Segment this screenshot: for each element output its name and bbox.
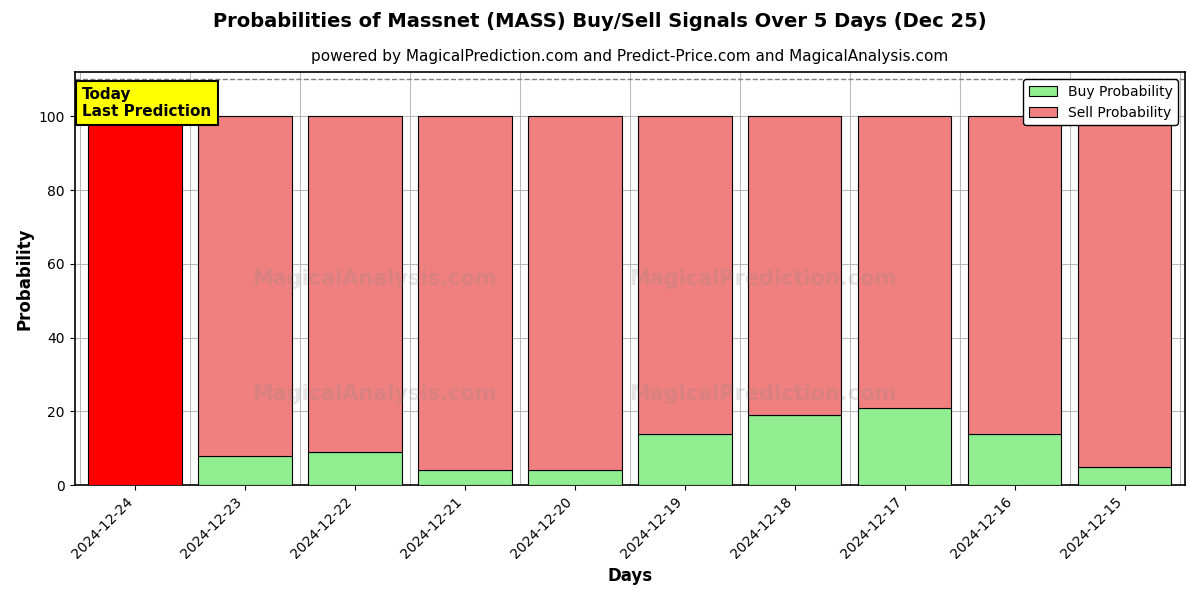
Text: Today
Last Prediction: Today Last Prediction bbox=[83, 87, 211, 119]
Bar bbox=[528, 470, 622, 485]
X-axis label: Days: Days bbox=[607, 567, 653, 585]
Bar bbox=[198, 455, 292, 485]
Text: Probabilities of Massnet (MASS) Buy/Sell Signals Over 5 Days (Dec 25): Probabilities of Massnet (MASS) Buy/Sell… bbox=[214, 12, 986, 31]
Bar bbox=[1078, 467, 1171, 485]
Bar bbox=[968, 434, 1061, 485]
Y-axis label: Probability: Probability bbox=[16, 227, 34, 330]
Text: MagicalPrediction.com: MagicalPrediction.com bbox=[630, 269, 896, 289]
Bar bbox=[1078, 116, 1171, 467]
Bar bbox=[858, 408, 952, 485]
Bar bbox=[419, 470, 511, 485]
Bar bbox=[638, 434, 732, 485]
Bar bbox=[198, 116, 292, 455]
Title: powered by MagicalPrediction.com and Predict-Price.com and MagicalAnalysis.com: powered by MagicalPrediction.com and Pre… bbox=[311, 49, 948, 64]
Bar bbox=[748, 116, 841, 415]
Bar bbox=[528, 116, 622, 470]
Bar bbox=[968, 116, 1061, 434]
Bar bbox=[89, 116, 182, 485]
Bar bbox=[858, 116, 952, 408]
Text: MagicalPrediction.com: MagicalPrediction.com bbox=[630, 384, 896, 404]
Legend: Buy Probability, Sell Probability: Buy Probability, Sell Probability bbox=[1024, 79, 1178, 125]
Bar bbox=[308, 452, 402, 485]
Bar bbox=[748, 415, 841, 485]
Text: MagicalAnalysis.com: MagicalAnalysis.com bbox=[252, 269, 497, 289]
Bar bbox=[638, 116, 732, 434]
Bar bbox=[308, 116, 402, 452]
Bar bbox=[419, 116, 511, 470]
Text: MagicalAnalysis.com: MagicalAnalysis.com bbox=[252, 384, 497, 404]
